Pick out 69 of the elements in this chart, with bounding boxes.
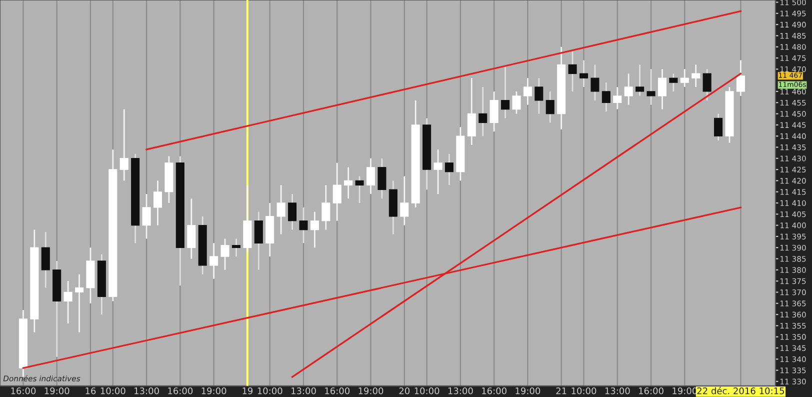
candlestick: [355, 176, 364, 204]
candlestick: [444, 153, 454, 186]
x-tick-label: 10:00: [100, 387, 126, 394]
candlestick: [142, 193, 151, 240]
x-tick-label: 16:00: [639, 387, 664, 394]
candlestick: [702, 68, 712, 102]
candlestick: [322, 184, 330, 230]
candlestick: [153, 180, 162, 226]
candlestick: [613, 86, 622, 110]
x-tick-label: 16:00: [482, 387, 506, 394]
candlestick: [534, 77, 544, 114]
candlestick: [41, 231, 50, 288]
candlestick: [120, 108, 128, 182]
candlestick: [344, 166, 353, 200]
x-tick-label: 20: [399, 387, 410, 394]
candlestick: [714, 113, 723, 142]
candlestick: [187, 198, 196, 260]
candlestick: [501, 66, 510, 119]
candlestick: [299, 206, 308, 244]
candlestick: [546, 90, 554, 124]
candlestick: [478, 86, 488, 137]
x-tick-label: 19:00: [202, 387, 226, 394]
candlestick: [579, 60, 588, 88]
candlestick: [590, 64, 600, 102]
x-tick-label: 13:00: [605, 387, 630, 394]
candlestick: [636, 64, 644, 97]
candlestick: [400, 176, 409, 226]
candlestick: [434, 148, 442, 195]
x-tick-label: 21: [556, 387, 566, 394]
x-tick-label: 10:00: [572, 387, 596, 394]
candlestick: [692, 64, 700, 88]
candlestick: [658, 68, 667, 110]
x-tick-label: 16:00: [168, 387, 193, 394]
candlestick: [512, 90, 521, 114]
candlestick: [378, 158, 386, 200]
candlestick: [366, 158, 376, 195]
candlestick: [490, 90, 498, 132]
x-tick-label: 13:00: [448, 387, 473, 394]
x-tick-label: 19:00: [358, 387, 384, 394]
candlestick: [74, 274, 84, 334]
x-tick-label: 10:00: [414, 387, 440, 394]
candlestick: [310, 211, 319, 248]
candlestick: [680, 68, 689, 88]
candlestick: [276, 184, 286, 235]
candlestick: [232, 238, 240, 258]
candlestick: [210, 242, 218, 280]
candlestick: [220, 238, 230, 271]
candlestick: [568, 50, 577, 92]
candlestick: [288, 193, 297, 230]
x-tick-label: 13:00: [291, 387, 316, 394]
candlestick: [736, 60, 745, 97]
candlestick: [467, 77, 476, 146]
candlestick: [254, 211, 263, 271]
candlestick: [523, 77, 532, 106]
candlestick: [624, 72, 633, 106]
x-tick-label: 16: [86, 387, 96, 394]
x-tick-label: 16:00: [325, 387, 350, 394]
x-tick-label: 19:00: [516, 387, 540, 394]
x-tick-label: 19:00: [44, 387, 70, 394]
candlestick: [646, 68, 656, 106]
x-tick-label: 16:00: [11, 387, 36, 394]
candlestick: [64, 280, 72, 324]
candlestick: [669, 72, 678, 92]
x-tick-label: 10:00: [258, 387, 282, 394]
x-tick-label: 13:00: [134, 387, 159, 394]
candlestick: [332, 162, 342, 222]
x-tick-label: 19: [242, 387, 253, 394]
candlestick: [602, 82, 610, 112]
x-tick-label: 22 déc. 2016 10:15: [697, 386, 784, 394]
